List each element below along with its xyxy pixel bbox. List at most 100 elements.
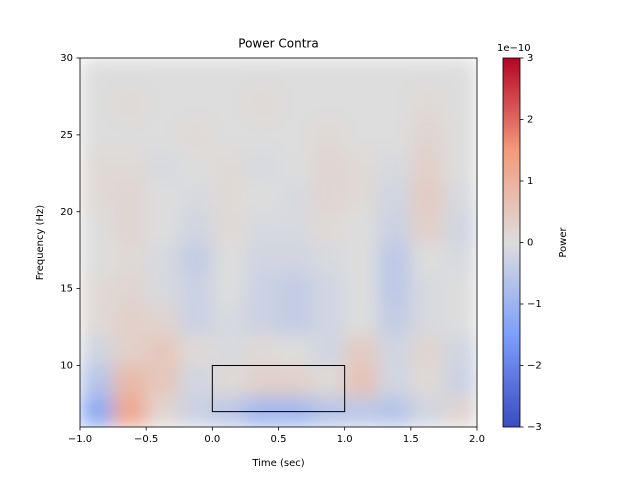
heatmap-cell — [443, 334, 477, 366]
heatmap-cell — [113, 334, 147, 366]
heatmap-cell — [80, 304, 114, 336]
heatmap-cell — [410, 58, 445, 90]
heatmap-cell — [146, 58, 180, 90]
heatmap-cell — [146, 150, 180, 182]
colorbar-offset: 1e−10 — [497, 43, 531, 54]
heatmap-cell — [410, 150, 445, 182]
heatmap-cell — [80, 242, 114, 274]
heatmap-cell — [443, 211, 477, 243]
heatmap-cell — [179, 334, 213, 366]
heatmap-cell — [113, 150, 147, 182]
heatmap-cell — [410, 334, 445, 366]
heatmap-cell — [212, 334, 246, 366]
heatmap-cell — [344, 211, 379, 243]
heatmap-cell — [344, 365, 379, 397]
heatmap-cell — [212, 150, 246, 182]
heatmap-cell — [443, 304, 477, 336]
heatmap-cell — [278, 58, 313, 90]
colorbar-label: Power — [558, 226, 569, 257]
heatmap-cell — [443, 242, 477, 274]
y-tick-label: 30 — [60, 53, 73, 64]
heatmap-cell — [80, 396, 114, 427]
heatmap-cell — [443, 119, 477, 151]
heatmap-cell — [377, 365, 412, 397]
colorbar-tick-label: 0 — [527, 238, 533, 249]
heatmap-cell — [80, 150, 114, 182]
heatmap-cell — [311, 58, 346, 90]
heatmap-cell — [443, 88, 477, 120]
heatmap-cell — [410, 304, 445, 336]
colorbar-tick-label: 1 — [527, 176, 533, 187]
heatmap-cell — [278, 181, 313, 213]
heatmap-cell — [278, 334, 313, 366]
heatmap-cell — [212, 181, 246, 213]
heatmap-cell — [146, 396, 180, 427]
colorbar-tick-label: −2 — [527, 361, 542, 372]
heatmap-cell — [443, 396, 477, 427]
colorbar — [502, 57, 521, 428]
heatmap-cell — [146, 181, 180, 213]
heatmap-cell — [410, 396, 445, 427]
x-tick-label: −0.5 — [134, 434, 158, 445]
heatmap-cell — [245, 88, 279, 120]
heatmap-cell — [311, 88, 346, 120]
heatmap-cell — [377, 334, 412, 366]
heatmap-cell — [146, 119, 180, 151]
heatmap-cell — [179, 396, 213, 427]
heatmap-cell — [179, 58, 213, 90]
heatmap-cell — [179, 211, 213, 243]
heatmap-cell — [377, 211, 412, 243]
heatmap-cell — [212, 58, 246, 90]
heatmap-cell — [146, 304, 180, 336]
heatmap-cell — [278, 150, 313, 182]
heatmap-cell — [278, 365, 313, 397]
y-tick-label: 15 — [60, 284, 73, 295]
x-tick-label: −1.0 — [68, 434, 92, 445]
heatmap-cell — [245, 365, 279, 397]
heatmap — [80, 58, 477, 427]
y-tick-label: 10 — [60, 361, 73, 372]
heatmap-cell — [278, 304, 313, 336]
heatmap-cell — [377, 119, 412, 151]
heatmap-cell — [311, 242, 346, 274]
y-tick-label: 20 — [60, 207, 73, 218]
heatmap-cell — [410, 273, 445, 305]
heatmap-cell — [344, 242, 379, 274]
x-tick-label: 1.0 — [337, 434, 353, 445]
heatmap-cell — [278, 242, 313, 274]
heatmap-cell — [377, 181, 412, 213]
heatmap-cell — [80, 334, 114, 366]
heatmap-cell — [113, 58, 147, 90]
heatmap-cell — [80, 119, 114, 151]
x-tick-label: 0.5 — [271, 434, 287, 445]
heatmap-cell — [179, 88, 213, 120]
heatmap-cell — [212, 365, 246, 397]
heatmap-cell — [344, 150, 379, 182]
heatmap-cell — [410, 119, 445, 151]
heatmap-cell — [311, 211, 346, 243]
heatmap-cell — [113, 181, 147, 213]
heatmap-cell — [179, 181, 213, 213]
heatmap-cell — [278, 119, 313, 151]
heatmap-cell — [113, 88, 147, 120]
colorbar-tick-label: −1 — [527, 299, 542, 310]
heatmap-cell — [113, 273, 147, 305]
heatmap-cell — [146, 211, 180, 243]
heatmap-cell — [113, 242, 147, 274]
heatmap-cell — [179, 304, 213, 336]
x-tick-label: 0.0 — [204, 434, 220, 445]
heatmap-cell — [311, 273, 346, 305]
heatmap-cell — [344, 396, 379, 427]
heatmap-cell — [377, 273, 412, 305]
heatmap-cell — [377, 150, 412, 182]
heatmap-cell — [311, 365, 346, 397]
heatmap-cell — [344, 334, 379, 366]
heatmap-cell — [311, 181, 346, 213]
heatmap-cell — [443, 365, 477, 397]
heatmap-cell — [113, 304, 147, 336]
heatmap-cell — [410, 365, 445, 397]
annotation-rectangle — [211, 365, 346, 413]
y-axis-label: Frequency (Hz) — [35, 205, 46, 281]
heatmap-cell — [146, 334, 180, 366]
heatmap-cell — [377, 304, 412, 336]
